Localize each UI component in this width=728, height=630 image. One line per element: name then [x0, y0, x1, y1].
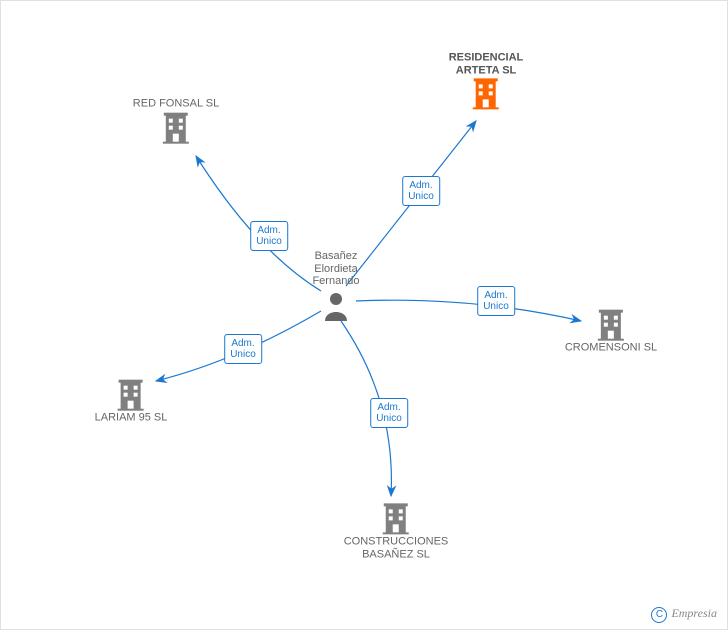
- building-icon: [381, 501, 411, 535]
- company-label: RESIDENCIAL ARTETA SL: [449, 51, 524, 76]
- watermark-text: Empresia: [671, 606, 717, 620]
- company-label: CROMENSONI SL: [565, 342, 657, 355]
- watermark: C Empresia: [651, 606, 717, 623]
- company-node-redfonsal: RED FONSAL SL: [133, 98, 219, 145]
- building-icon: [161, 110, 191, 144]
- edge-label-construcciones: Adm. Unico: [370, 398, 408, 428]
- center-person-node: [323, 291, 349, 321]
- building-icon: [596, 308, 626, 342]
- company-node-lariam: LARIAM 95 SL: [95, 378, 168, 425]
- edge-label-residencial: Adm. Unico: [402, 176, 440, 206]
- company-label: CONSTRUCCIONES BASAÑEZ SL: [344, 535, 449, 560]
- company-node-cromensoni: CROMENSONI SL: [565, 308, 657, 355]
- person-icon: [323, 291, 349, 321]
- diagram-container: { "type": "network", "background_color":…: [0, 0, 728, 630]
- edge-label-cromensoni: Adm. Unico: [477, 286, 515, 316]
- edge-cromensoni: [356, 300, 581, 321]
- company-node-construcciones: CONSTRUCCIONES BASAÑEZ SL: [344, 501, 449, 560]
- edge-label-lariam: Adm. Unico: [224, 334, 262, 364]
- company-node-residencial: RESIDENCIAL ARTETA SL: [449, 51, 524, 110]
- copyright-icon: C: [651, 607, 667, 623]
- building-icon: [471, 77, 501, 111]
- company-label: RED FONSAL SL: [133, 98, 219, 111]
- edge-label-redfonsal: Adm. Unico: [250, 221, 288, 251]
- building-icon: [116, 378, 146, 412]
- center-person-label: Basañez Elordieta Fernando: [312, 250, 359, 288]
- company-label: LARIAM 95 SL: [95, 412, 168, 425]
